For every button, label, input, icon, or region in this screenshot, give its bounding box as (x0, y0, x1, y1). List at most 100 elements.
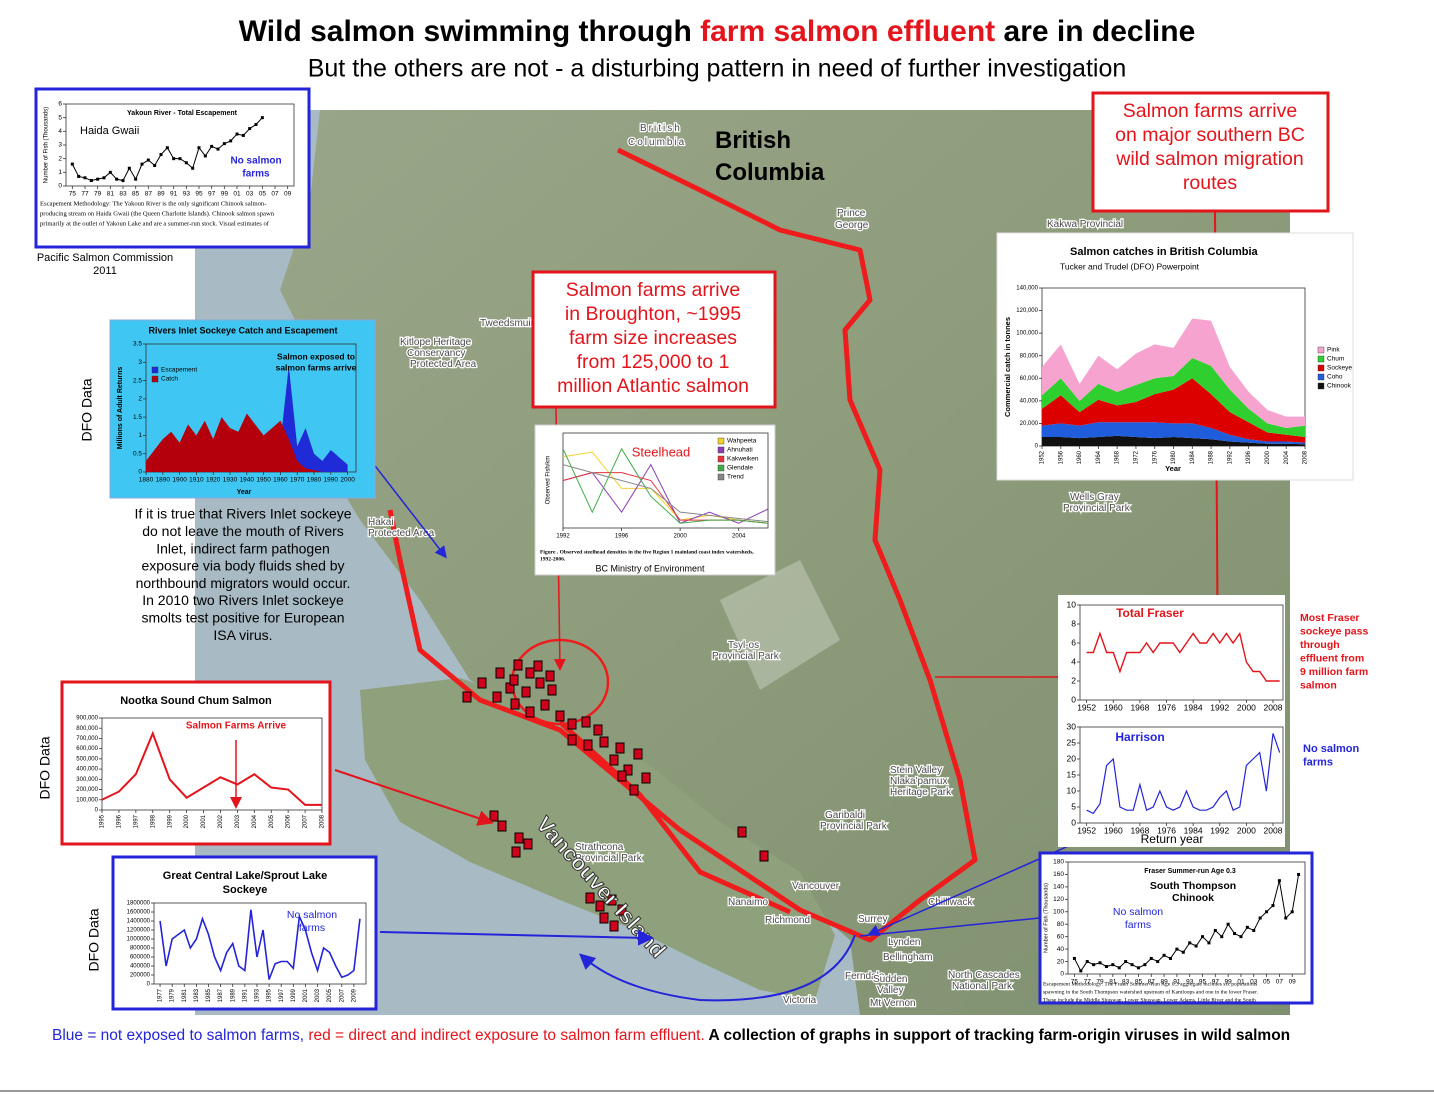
callout-text: million Atlantic salmon (557, 375, 749, 397)
point (121, 179, 125, 183)
inset-chart: 0 0.5 1 1.5 2 2.5 3 3.5 1880 1890 1900 1910 1920 1930… (109, 319, 376, 499)
point (248, 127, 252, 131)
x-tick-label: 1952 (1040, 450, 1046, 464)
line (562, 447, 769, 524)
x-tick-label: 1952 (1077, 702, 1096, 712)
x-tick-label: 1990 (324, 477, 339, 484)
y-tick-label: 500,000 (76, 756, 98, 762)
x-tick-label: 1956 (1058, 450, 1064, 464)
y-tick-label: 3.5 (133, 341, 142, 348)
farm-marker (567, 734, 577, 746)
title-part: Wild salmon swimming through (239, 15, 700, 48)
y-tick-label: 30 (1067, 721, 1077, 731)
x-tick-label: 1999 (291, 988, 297, 1002)
x-tick-label: 05 (1263, 979, 1271, 986)
x-tick-label: 1992 (1210, 702, 1229, 712)
note-text: do not leave the mouth of Rivers (142, 523, 344, 539)
x-tick-label: 1985 (206, 988, 212, 1002)
x-tick-label: 95 (195, 191, 203, 198)
x-tick-label: 1996 (1246, 450, 1252, 464)
source-label: Pacific Salmon Commission (37, 252, 173, 264)
chart-text: Number of Fish (Thousands) (1043, 883, 1049, 953)
map-label: Surrey (858, 914, 887, 925)
farm-marker (555, 710, 565, 722)
map-label: North Cascades (948, 970, 1020, 981)
x-tick-label: 2002 (218, 814, 224, 828)
chart-text: These include the Middle Shuswap, Lower … (1043, 997, 1256, 1003)
x-tick-label: 2000 (673, 534, 687, 540)
y-tick-label: 0 (1060, 971, 1064, 978)
x-tick-label: 1890 (156, 477, 171, 484)
x-tick-label: 1968 (1130, 702, 1149, 712)
map-label: George (835, 220, 869, 231)
farm-marker (510, 698, 520, 710)
salmon-farms (462, 659, 769, 932)
map-label: Protected Area (410, 359, 477, 370)
legend-swatch (151, 366, 159, 374)
point (127, 166, 131, 170)
chart-text: Commercial catch in tonnes (1003, 317, 1012, 417)
map-label: Protected Area (368, 528, 435, 539)
x-tick-label: 79 (94, 191, 102, 198)
point (1143, 963, 1147, 967)
note-text: effluent from (1300, 652, 1364, 664)
x-tick-label: 1976 (1157, 702, 1176, 712)
legend-swatch (1317, 364, 1325, 372)
point (96, 177, 100, 181)
point (184, 161, 188, 165)
point (1226, 922, 1230, 926)
chart-text: Sockeye (223, 884, 268, 896)
farm-marker (495, 667, 505, 679)
y-tick-label: 400,000 (76, 767, 98, 773)
y-tick-label: 25 (1067, 737, 1077, 747)
point (1136, 966, 1140, 970)
y-tick-label: 2 (1071, 675, 1076, 685)
x-tick-label: 1997 (279, 988, 285, 1002)
chart-text: Escapement Methodology: The Fraser Summe… (1043, 981, 1257, 987)
x-tick-label: 2000 (1237, 702, 1256, 712)
x-tick-label: 87 (1148, 979, 1156, 986)
callout-text: from 125,000 to 1 (577, 351, 730, 373)
point (1194, 944, 1198, 948)
point (1162, 953, 1166, 957)
x-tick-label: 2003 (235, 814, 241, 828)
farm-marker (477, 677, 487, 689)
x-tick-label: 2004 (732, 534, 746, 540)
point (1201, 935, 1205, 939)
chart-text: farms (299, 922, 325, 934)
chart-text: farms (1125, 919, 1151, 931)
x-tick-label: 85 (1135, 979, 1143, 986)
y-tick-label: 200,000 (76, 787, 98, 793)
y-tick-label: 140 (1053, 884, 1064, 891)
inset-frame (34, 87, 311, 249)
migration-route (558, 720, 792, 915)
arrow (867, 831, 1101, 936)
chart-text: Chinook (1172, 892, 1214, 904)
point (140, 162, 144, 166)
map-label: National Park (952, 981, 1013, 992)
x-tick-label: 97 (1212, 979, 1220, 986)
x-tick-label: 2000 (1265, 450, 1271, 464)
farm-marker (462, 691, 472, 703)
x-tick-label: 1960 (1077, 450, 1083, 464)
y-tick-label: 10 (1067, 599, 1077, 609)
map-label: Heritage Park (890, 787, 952, 798)
x-tick-label: 1960 (1104, 825, 1123, 835)
farm-marker (633, 748, 643, 760)
farm-marker (629, 784, 639, 796)
farm-marker (623, 764, 633, 776)
x-tick-label: 1988 (1209, 450, 1215, 464)
y-tick-label: 60 (1057, 933, 1065, 940)
x-tick-label: 2000 (1237, 825, 1256, 835)
point (222, 142, 226, 146)
map-label: Kitlope Heritage (400, 337, 472, 348)
line (101, 730, 322, 806)
x-tick-label: 09 (284, 191, 292, 198)
point (70, 162, 74, 166)
inset-chart: 0 2 4 6 8 10 1952 1960 1968 1976 1984 1992 2000 2008 T… (1067, 599, 1284, 712)
point (1072, 956, 1076, 960)
farm-marker (525, 706, 535, 718)
x-tick-label: 85 (132, 191, 140, 198)
vancouver-island (360, 678, 835, 1000)
